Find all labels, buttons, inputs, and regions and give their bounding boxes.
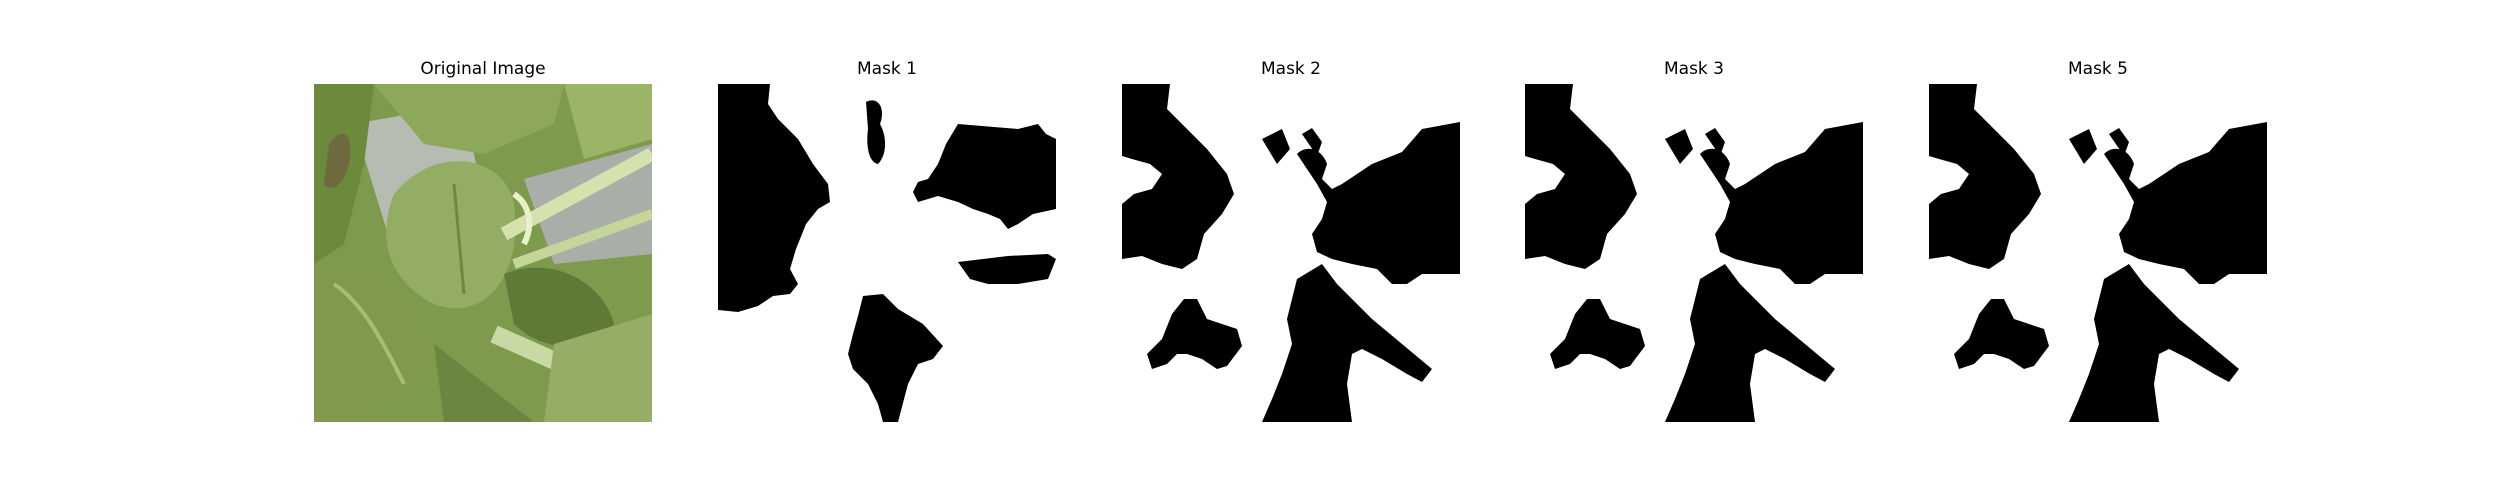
leaf-photo bbox=[314, 84, 652, 422]
panel-mask-1: Mask 1 bbox=[718, 0, 1056, 500]
mask-2-shape bbox=[1122, 84, 1460, 422]
panel-title: Mask 5 bbox=[2067, 59, 2128, 79]
panel-mask-3: Mask 3 bbox=[1525, 0, 1863, 500]
panel-mask-5: Mask 5 bbox=[1929, 0, 2267, 500]
mask-image bbox=[1929, 84, 2267, 422]
panel-original-image: Original Image bbox=[314, 0, 652, 500]
mask-3-shape bbox=[1525, 84, 1863, 422]
mask-image bbox=[1525, 84, 1863, 422]
original-image bbox=[314, 84, 652, 422]
panel-title: Mask 2 bbox=[1260, 59, 1321, 79]
panel-mask-2: Mask 2 bbox=[1122, 0, 1460, 500]
mask-5-shape bbox=[1929, 84, 2267, 422]
panel-title: Mask 1 bbox=[856, 59, 917, 79]
mask-1-shape bbox=[718, 84, 1056, 422]
mask-image bbox=[1122, 84, 1460, 422]
panel-title: Original Image bbox=[420, 59, 546, 79]
mask-image bbox=[718, 84, 1056, 422]
panel-title: Mask 3 bbox=[1663, 59, 1724, 79]
